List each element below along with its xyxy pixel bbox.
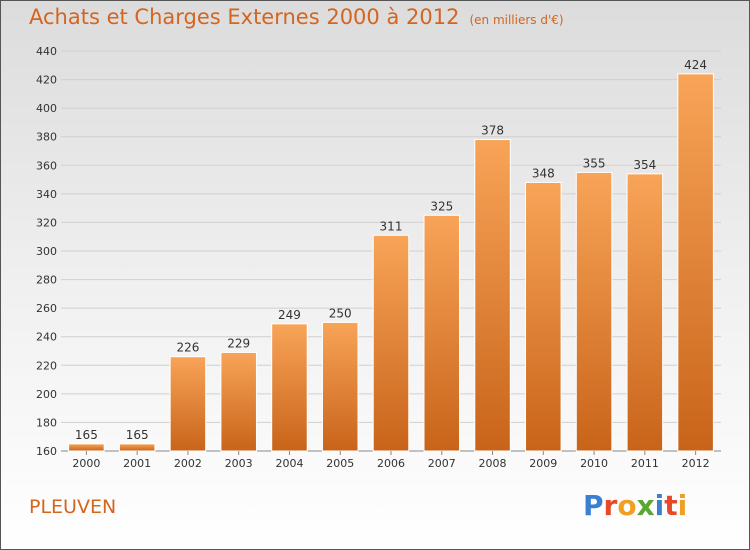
y-tick-label: 440 bbox=[36, 45, 57, 58]
bars bbox=[68, 73, 714, 452]
data-label: 354 bbox=[633, 158, 656, 172]
y-tick-label: 280 bbox=[36, 274, 57, 287]
x-tick-label: 2003 bbox=[225, 457, 253, 470]
y-tick-label: 320 bbox=[36, 216, 57, 229]
data-label: 378 bbox=[481, 124, 504, 138]
logo-letter: o bbox=[617, 489, 637, 522]
data-label: 249 bbox=[278, 308, 301, 322]
logo-letter: i bbox=[677, 489, 688, 522]
y-tick-label: 240 bbox=[36, 331, 57, 344]
x-tick-label: 2007 bbox=[428, 457, 456, 470]
proxiti-logo: Proxiti bbox=[583, 489, 687, 522]
data-label: 355 bbox=[583, 156, 606, 170]
bar-2004 bbox=[271, 323, 308, 452]
logo-letter: i bbox=[654, 489, 665, 522]
data-labels: 165 165 226 229 249 250 311 325 378 348 355 354 424 bbox=[75, 58, 707, 442]
logo-letter: x bbox=[636, 489, 655, 522]
chart-title-text: Achats et Charges Externes 2000 à 2012 bbox=[29, 5, 460, 29]
y-tick-label: 180 bbox=[36, 416, 57, 429]
logo-letter: P bbox=[583, 489, 604, 522]
bar-2006 bbox=[372, 234, 410, 452]
bar-2009 bbox=[525, 181, 562, 452]
x-tick-label: 2010 bbox=[580, 457, 608, 470]
x-tick-label: 2006 bbox=[377, 457, 405, 470]
x-tick-label: 2002 bbox=[174, 457, 202, 470]
bar-2012 bbox=[677, 73, 714, 452]
y-tick-label: 200 bbox=[36, 388, 57, 401]
data-label: 226 bbox=[176, 341, 199, 355]
bar-2002 bbox=[169, 356, 207, 452]
commune-name: PLEUVEN bbox=[29, 496, 117, 518]
y-tick-label: 220 bbox=[36, 359, 57, 372]
bar-2008 bbox=[474, 139, 511, 452]
x-tick-label: 2000 bbox=[72, 457, 100, 470]
logo-letter: t bbox=[664, 489, 678, 522]
bar-2010 bbox=[575, 171, 613, 452]
bar-2000 bbox=[68, 443, 105, 452]
data-label: 424 bbox=[684, 58, 707, 72]
x-tick-label: 2009 bbox=[529, 457, 557, 470]
data-label: 229 bbox=[227, 336, 250, 350]
chart-subtitle: (en milliers d'€) bbox=[469, 13, 564, 27]
bar-2005 bbox=[321, 321, 359, 452]
data-label: 325 bbox=[430, 199, 453, 213]
data-label: 348 bbox=[532, 166, 555, 180]
data-label: 250 bbox=[329, 306, 352, 320]
x-tick-label: 2011 bbox=[631, 457, 659, 470]
y-tick-label: 300 bbox=[36, 245, 57, 258]
x-axis: 2000 2001 2002 2003 2004 2005 2006 2007 2008 2009… bbox=[72, 451, 710, 470]
data-label: 165 bbox=[126, 428, 149, 442]
y-tick-label: 360 bbox=[36, 159, 57, 172]
bar-2007 bbox=[423, 214, 461, 452]
bar-2011 bbox=[626, 173, 664, 452]
y-tick-label: 160 bbox=[36, 445, 57, 458]
bar-2003 bbox=[220, 351, 257, 452]
x-tick-label: 2004 bbox=[275, 457, 303, 470]
data-label: 311 bbox=[380, 219, 403, 233]
y-tick-label: 420 bbox=[36, 74, 57, 87]
x-tick-label: 2008 bbox=[479, 457, 507, 470]
y-axis: 160 180 200 220 240 260 280 300 320 340 360 380 400 4… bbox=[36, 45, 57, 458]
x-tick-label: 2001 bbox=[123, 457, 151, 470]
y-tick-label: 380 bbox=[36, 131, 57, 144]
y-tick-label: 400 bbox=[36, 102, 57, 115]
x-tick-label: 2012 bbox=[682, 457, 710, 470]
chart-title: Achats et Charges Externes 2000 à 2012 (e… bbox=[29, 5, 564, 29]
bar-2001 bbox=[118, 443, 156, 452]
logo-letter: r bbox=[603, 489, 618, 522]
y-tick-label: 340 bbox=[36, 188, 57, 201]
data-label: 165 bbox=[75, 428, 98, 442]
y-tick-label: 260 bbox=[36, 302, 57, 315]
x-tick-label: 2005 bbox=[326, 457, 354, 470]
